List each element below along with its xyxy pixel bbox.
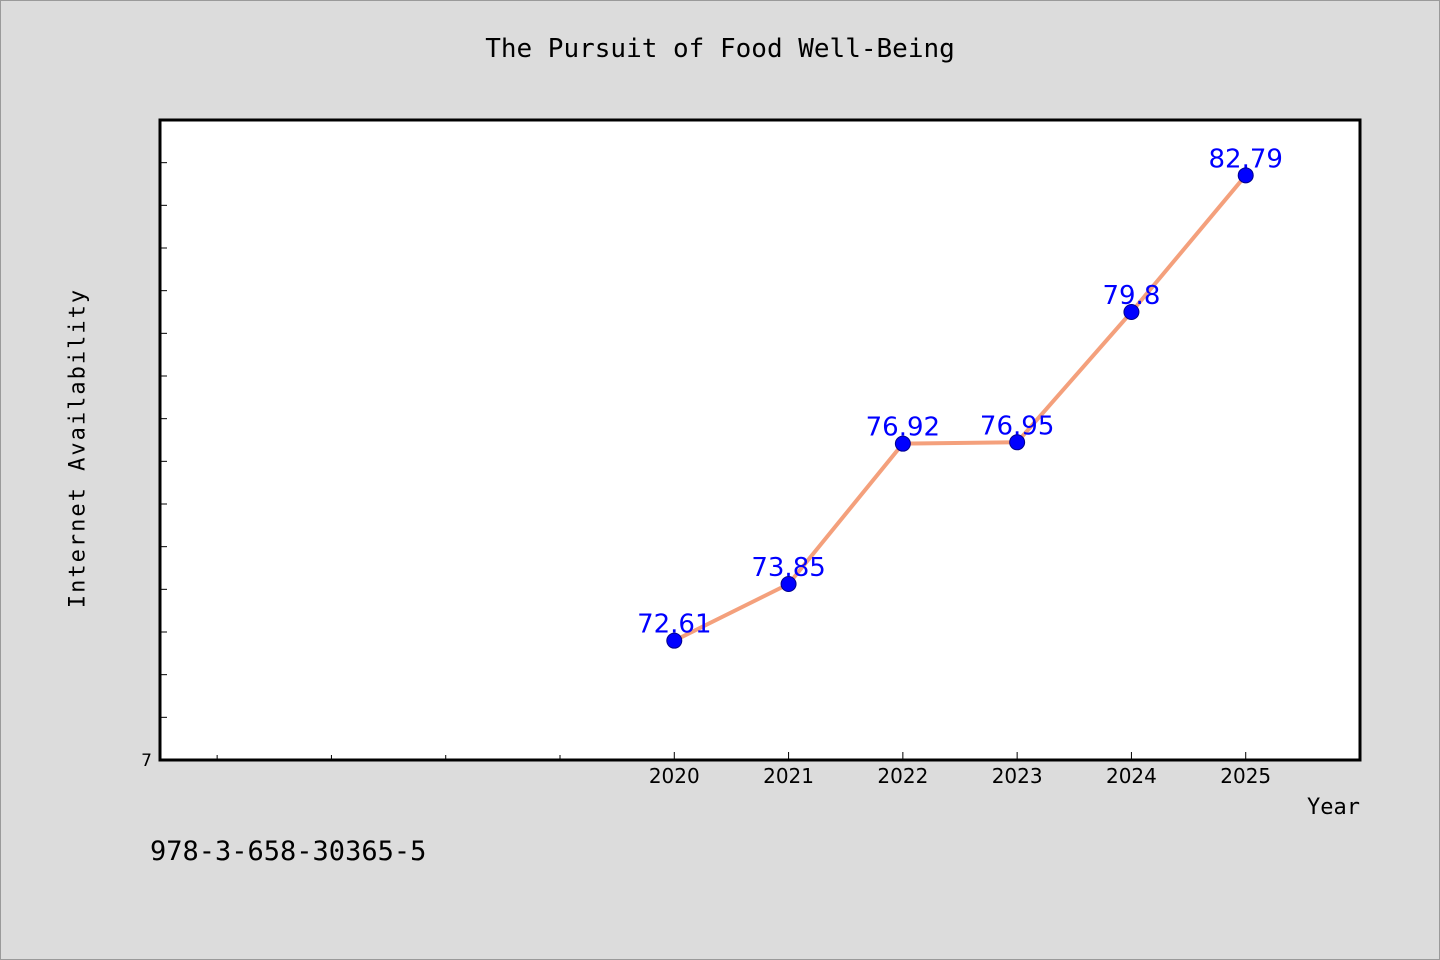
x-tick-label: 2024 bbox=[1106, 764, 1157, 788]
data-point bbox=[894, 435, 911, 452]
x-tick-label: 2022 bbox=[877, 764, 928, 788]
isbn-text: 978-3-658-30365-5 bbox=[150, 836, 427, 867]
data-label: 76.92 bbox=[866, 413, 940, 443]
series-line bbox=[673, 174, 1248, 643]
data-label: 76.95 bbox=[980, 411, 1054, 441]
x-tick-label: 2020 bbox=[649, 764, 700, 788]
data-point bbox=[1009, 434, 1026, 451]
data-point bbox=[1123, 304, 1140, 320]
y-tick-label: 7 bbox=[141, 751, 152, 771]
x-tick-label: 2025 bbox=[1220, 764, 1271, 788]
x-tick-label: 2021 bbox=[763, 764, 814, 788]
data-label: 72.61 bbox=[637, 610, 711, 640]
chart-title: The Pursuit of Food Well-Being bbox=[485, 34, 955, 64]
x-tick-label: 2023 bbox=[992, 764, 1043, 788]
data-point bbox=[1237, 167, 1254, 184]
data-label: 79.8 bbox=[1102, 281, 1160, 311]
data-label: 82.79 bbox=[1208, 144, 1282, 174]
data-point bbox=[666, 632, 683, 649]
data-point bbox=[780, 576, 797, 592]
plot-area bbox=[158, 118, 1362, 762]
x-axis-label: Year bbox=[1307, 795, 1360, 820]
data-label: 73.85 bbox=[751, 553, 825, 583]
